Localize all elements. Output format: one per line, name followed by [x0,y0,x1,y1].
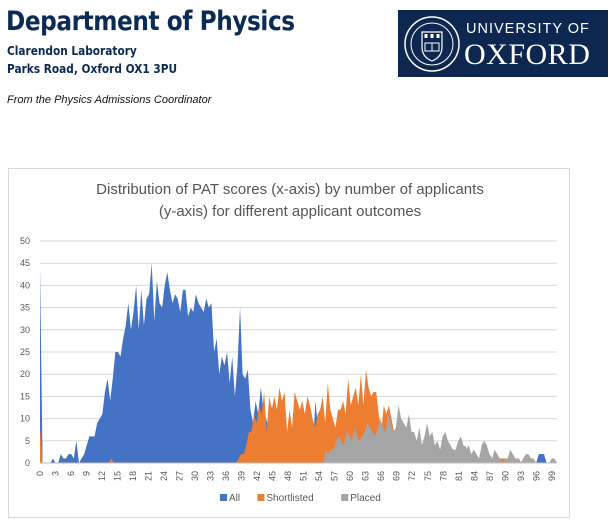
logo-oxford: OXFORD [464,38,591,71]
x-tick-label: 3 [51,471,61,476]
x-tick-label: 45 [268,471,278,481]
x-tick-label: 81 [454,471,464,481]
x-tick-label: 57 [330,471,340,481]
chart-title-line-1: Distribution of PAT scores (x-axis) by n… [96,181,484,198]
x-tick-label: 39 [237,471,247,481]
address-line-1: Clarendon Laboratory [7,44,137,58]
y-tick-label: 0 [25,458,30,468]
x-tick-label: 6 [66,471,76,476]
x-tick-label: 15 [113,471,123,481]
x-tick-label: 33 [206,471,216,481]
chart-title-line-2: (y-axis) for different applicant outcome… [159,203,421,220]
pat-distribution-chart: Distribution of PAT scores (x-axis) by n… [20,181,557,504]
x-tick-label: 54 [314,471,324,481]
x-tick-label: 63 [361,471,371,481]
x-tick-label: 21 [144,471,154,481]
logo-university-of: UNIVERSITY OF [466,21,590,37]
x-tick-label: 66 [376,471,386,481]
x-tick-label: 51 [299,471,309,481]
university-logo: UNIVERSITY OF OXFORD [398,10,608,77]
x-tick-label: 69 [392,471,402,481]
x-tick-label: 78 [438,471,448,481]
area-series-placed [40,405,557,463]
x-tick-label: 60 [345,471,355,481]
oxford-crest-icon [404,16,460,72]
y-tick-label: 40 [20,280,30,290]
y-tick-label: 45 [20,258,30,268]
area-series-shortlisted [40,369,557,463]
legend-swatch-shortlisted [257,494,265,501]
y-tick-label: 20 [20,369,30,379]
chart-container: Distribution of PAT scores (x-axis) by n… [8,168,570,518]
x-tick-label: 93 [516,471,526,481]
y-tick-label: 10 [20,414,30,424]
x-tick-label: 9 [82,471,92,476]
from-line: From the Physics Admissions Coordinator [7,94,212,106]
x-tick-label: 99 [547,471,557,481]
legend-label-shortlisted: Shortlisted [266,493,313,504]
x-tick-label: 27 [175,471,185,481]
x-tick-label: 12 [97,471,107,481]
legend-label-placed: Placed [350,493,381,504]
x-tick-label: 75 [423,471,433,481]
x-tick-label: 96 [531,471,541,481]
x-tick-label: 36 [221,471,231,481]
x-tick-label: 42 [252,471,262,481]
legend-swatch-all [220,494,227,501]
y-tick-label: 50 [20,236,30,246]
y-tick-label: 5 [25,436,30,446]
x-tick-label: 30 [190,471,200,481]
x-tick-label: 0 [35,471,45,476]
x-tick-label: 72 [407,471,417,481]
x-tick-label: 48 [283,471,293,481]
x-tick-label: 84 [469,471,479,481]
x-tick-label: 87 [485,471,495,481]
x-tick-label: 90 [500,471,510,481]
x-tick-label: 24 [159,471,169,481]
y-tick-label: 35 [20,303,30,313]
y-tick-label: 15 [20,391,30,401]
x-tick-label: 18 [128,471,138,481]
legend-swatch-placed [341,494,349,501]
address-line-2: Parks Road, Oxford OX1 3PU [7,62,178,76]
department-title: Department of Physics [6,6,295,37]
y-tick-label: 30 [20,325,30,335]
area-series-all [40,263,557,463]
y-tick-label: 25 [20,347,30,357]
legend-label-all: All [229,493,240,504]
